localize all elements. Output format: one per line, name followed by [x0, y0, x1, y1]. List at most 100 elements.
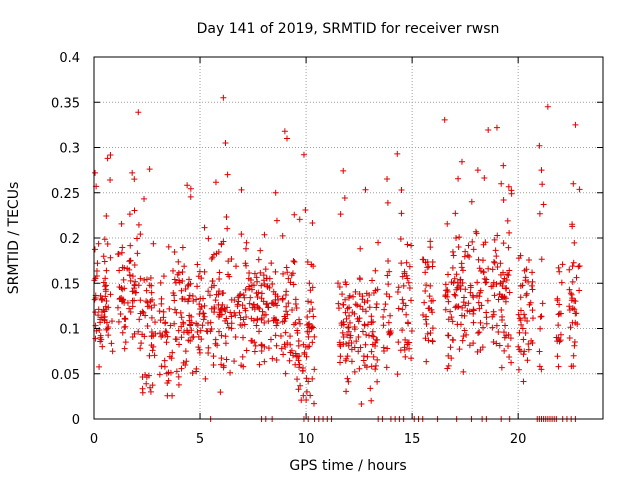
- data-point: [127, 308, 134, 315]
- data-point: [358, 400, 365, 407]
- data-point: [279, 232, 286, 239]
- data-point: [525, 346, 532, 353]
- data-point: [290, 281, 297, 288]
- data-point: [273, 322, 280, 329]
- data-point: [172, 279, 179, 286]
- data-point: [224, 225, 231, 232]
- data-point: [261, 343, 268, 350]
- data-point: [461, 253, 468, 260]
- data-point: [108, 318, 115, 325]
- data-point: [442, 306, 449, 313]
- data-point: [291, 211, 298, 218]
- data-point: [104, 240, 111, 247]
- data-point: [210, 361, 217, 368]
- data-point: [342, 309, 349, 316]
- data-point: [499, 317, 506, 324]
- data-point: [422, 316, 429, 323]
- data-point: [263, 275, 270, 282]
- data-point: [520, 378, 527, 385]
- data-point: [280, 270, 287, 277]
- data-point: [422, 269, 429, 276]
- data-point: [335, 280, 342, 287]
- data-point: [93, 267, 100, 274]
- data-point: [220, 290, 227, 297]
- data-point: [364, 297, 371, 304]
- data-point: [228, 313, 235, 320]
- data-point: [373, 336, 380, 343]
- data-point: [362, 341, 369, 348]
- data-point: [223, 214, 230, 221]
- data-point: [475, 256, 482, 263]
- data-point: [555, 322, 562, 329]
- data-point: [481, 275, 488, 282]
- data-point: [372, 366, 379, 373]
- data-point: [441, 116, 448, 123]
- data-point: [424, 330, 431, 337]
- data-point: [273, 217, 280, 224]
- data-point: [357, 344, 364, 351]
- data-point: [265, 345, 272, 352]
- data-point: [397, 347, 404, 354]
- data-point: [570, 180, 577, 187]
- data-point: [115, 318, 122, 325]
- data-point: [355, 334, 362, 341]
- x-tick-label: 0: [90, 432, 98, 447]
- data-point: [490, 308, 497, 315]
- data-point: [108, 340, 115, 347]
- data-point: [395, 305, 402, 312]
- data-point: [499, 282, 506, 289]
- data-point: [492, 247, 499, 254]
- data-point: [253, 322, 260, 329]
- data-point: [523, 292, 530, 299]
- data-point: [470, 306, 477, 313]
- data-point: [476, 265, 483, 272]
- data-point: [303, 388, 310, 395]
- data-point: [300, 364, 307, 371]
- data-point: [146, 352, 153, 359]
- data-point: [205, 344, 212, 351]
- data-point: [340, 334, 347, 341]
- data-point: [254, 294, 261, 301]
- data-point: [187, 185, 194, 192]
- data-point: [489, 324, 496, 331]
- data-point: [149, 296, 156, 303]
- data-point: [524, 357, 531, 364]
- data-point: [287, 333, 294, 340]
- data-point: [101, 313, 108, 320]
- data-point: [231, 358, 238, 365]
- data-point: [259, 308, 266, 315]
- data-point: [158, 333, 165, 340]
- data-point: [405, 339, 412, 346]
- data-point: [344, 331, 351, 338]
- data-point: [171, 306, 178, 313]
- data-point: [150, 240, 157, 247]
- data-point: [151, 352, 158, 359]
- data-point: [243, 239, 250, 246]
- data-point: [367, 385, 374, 392]
- data-point: [445, 298, 452, 305]
- data-point: [100, 306, 107, 313]
- data-point: [308, 299, 315, 306]
- data-point: [232, 333, 239, 340]
- data-point: [97, 332, 104, 339]
- data-point: [402, 336, 409, 343]
- data-point: [222, 340, 229, 347]
- data-point: [149, 382, 156, 389]
- data-point: [380, 313, 387, 320]
- data-point: [289, 307, 296, 314]
- data-point: [566, 286, 573, 293]
- data-point: [517, 307, 524, 314]
- data-point: [290, 257, 297, 264]
- data-point: [215, 291, 222, 298]
- data-point: [131, 282, 138, 289]
- data-point: [103, 267, 110, 274]
- data-point: [451, 291, 458, 298]
- data-point: [243, 245, 250, 252]
- data-point: [310, 400, 317, 407]
- data-point: [143, 374, 150, 381]
- data-point: [450, 252, 457, 259]
- data-point: [94, 260, 101, 267]
- data-point: [407, 297, 414, 304]
- data-point: [356, 365, 363, 372]
- data-point: [356, 291, 363, 298]
